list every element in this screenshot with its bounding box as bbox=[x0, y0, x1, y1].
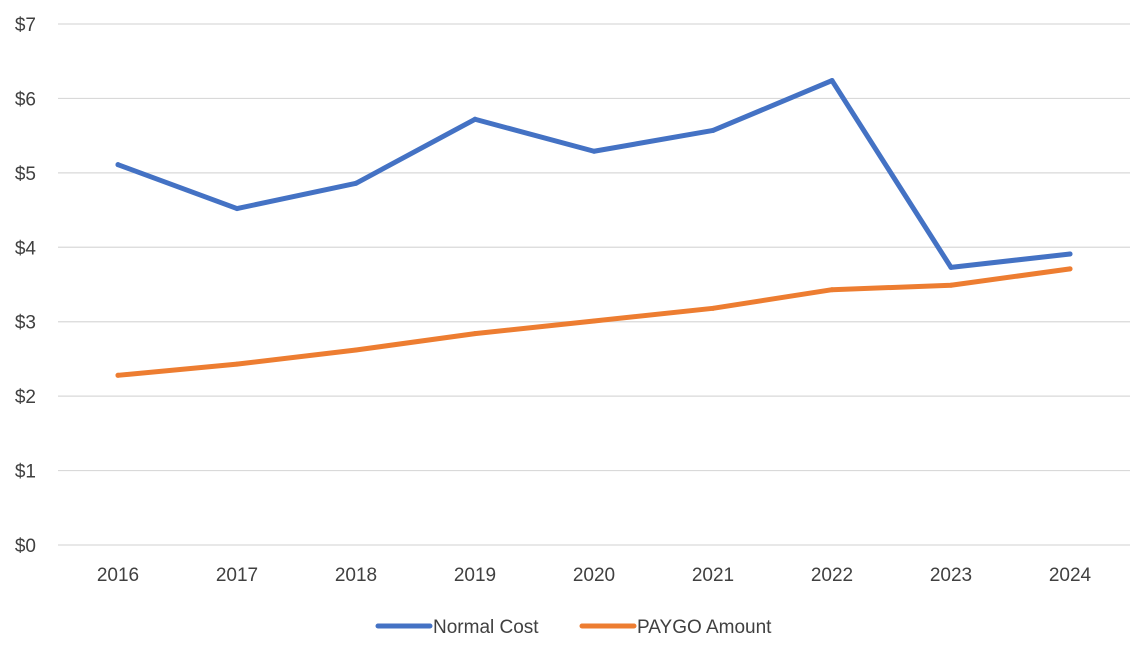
data-point bbox=[710, 305, 716, 311]
y-tick-label: $1 bbox=[15, 462, 36, 483]
data-point bbox=[829, 287, 835, 293]
data-point bbox=[591, 148, 597, 154]
series-lines bbox=[115, 78, 1073, 378]
data-point bbox=[353, 347, 359, 353]
y-tick-label: $7 bbox=[15, 15, 36, 36]
y-tick-label: $0 bbox=[15, 536, 36, 557]
y-tick-label: $4 bbox=[15, 238, 37, 259]
x-tick-label: 2022 bbox=[811, 565, 853, 586]
x-tick-label: 2021 bbox=[692, 565, 734, 586]
series-line-0 bbox=[115, 78, 1073, 270]
data-point bbox=[1067, 266, 1073, 272]
gridlines bbox=[58, 23, 1130, 546]
x-tick-label: 2020 bbox=[573, 565, 615, 586]
data-point bbox=[1067, 251, 1073, 257]
y-tick-label: $5 bbox=[15, 164, 36, 185]
x-axis-tick-labels: 2016 2017 2018 2019 2020 2021 2022 2023 2024 bbox=[97, 565, 1092, 586]
x-tick-label: 2023 bbox=[930, 565, 972, 586]
data-point bbox=[829, 78, 835, 84]
data-point bbox=[115, 372, 121, 378]
y-axis-tick-labels: $0 $1 $2 $3 $4 $5 $6 $7 bbox=[15, 15, 37, 557]
y-tick-label: $6 bbox=[15, 89, 36, 110]
data-point bbox=[234, 361, 240, 367]
x-tick-label: 2024 bbox=[1049, 565, 1092, 586]
data-point bbox=[591, 318, 597, 324]
x-tick-label: 2018 bbox=[335, 565, 377, 586]
data-point bbox=[710, 127, 716, 133]
data-point bbox=[234, 206, 240, 212]
data-point bbox=[948, 282, 954, 288]
data-point bbox=[472, 331, 478, 337]
data-point bbox=[948, 264, 954, 270]
data-point bbox=[115, 162, 121, 168]
x-tick-label: 2019 bbox=[454, 565, 496, 586]
legend: Normal Cost PAYGO Amount bbox=[375, 617, 772, 638]
legend-label-0: Normal Cost bbox=[433, 617, 539, 638]
legend-label-1: PAYGO Amount bbox=[637, 617, 772, 638]
y-tick-label: $3 bbox=[15, 313, 36, 334]
data-point bbox=[353, 180, 359, 186]
y-tick-label: $2 bbox=[15, 387, 36, 408]
x-tick-label: 2016 bbox=[97, 565, 139, 586]
data-point bbox=[472, 116, 478, 122]
x-tick-label: 2017 bbox=[216, 565, 258, 586]
